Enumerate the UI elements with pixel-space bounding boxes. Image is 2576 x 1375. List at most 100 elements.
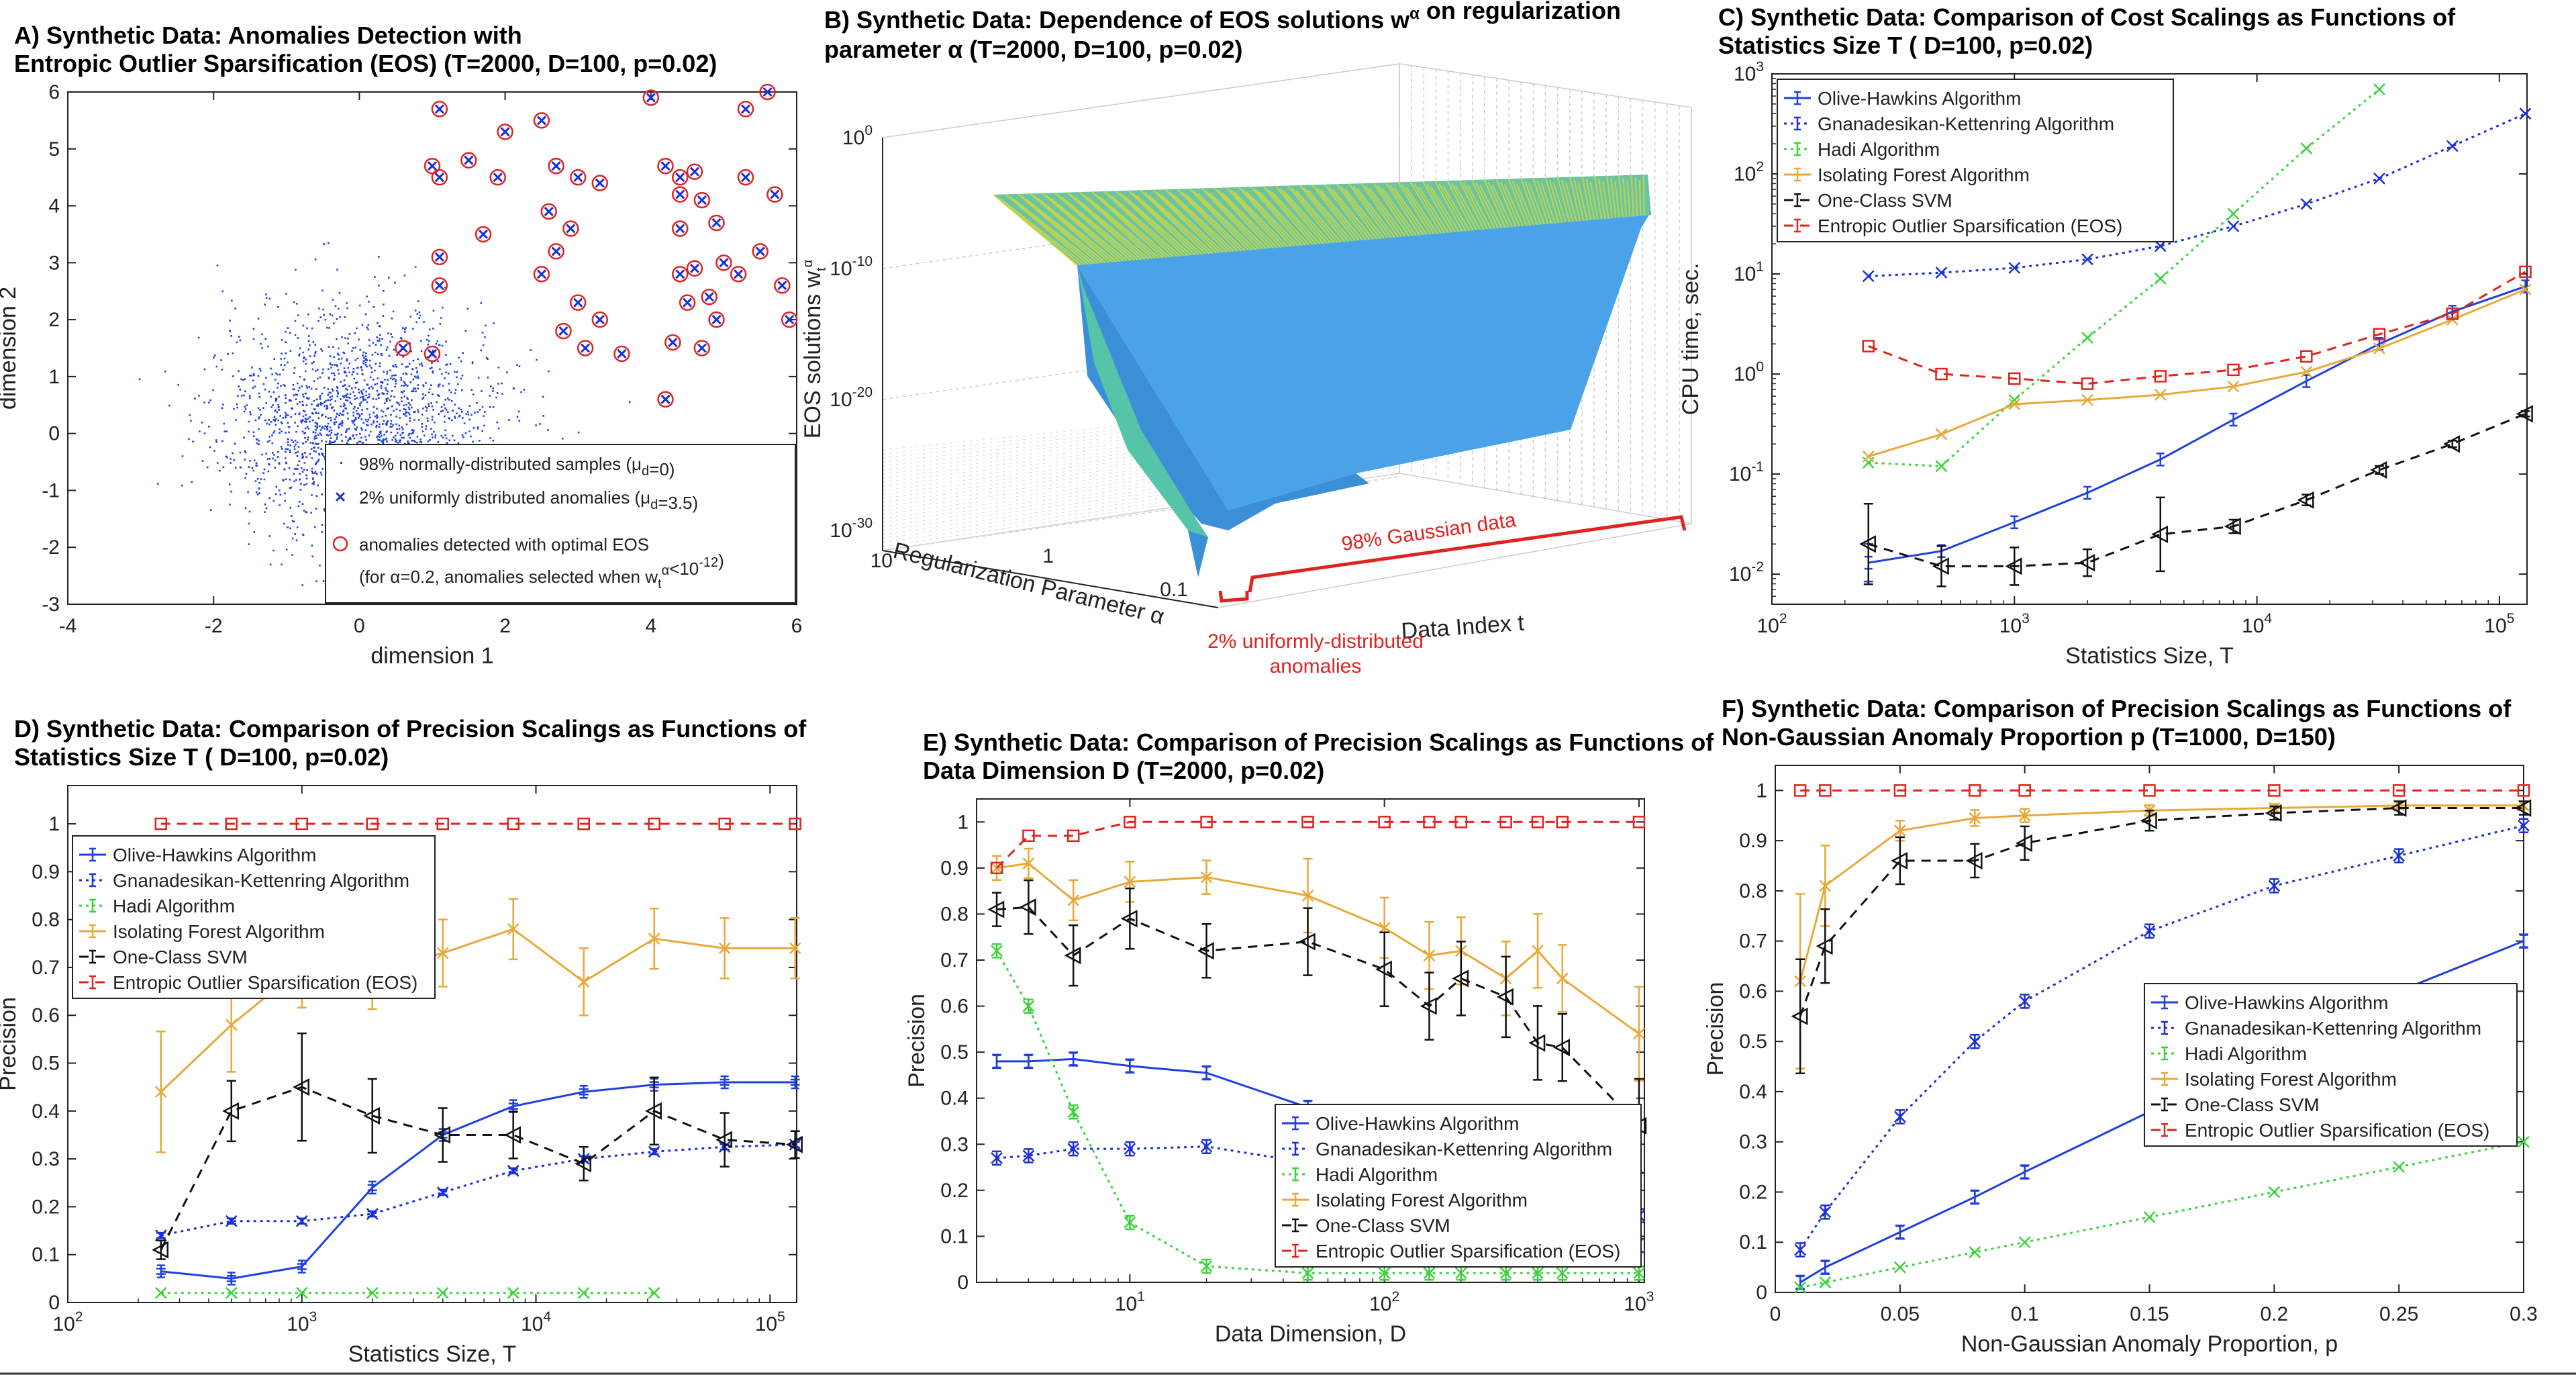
y-tick-label: 10-1 — [1729, 459, 1764, 485]
anomaly-point — [785, 315, 795, 325]
legend-marker — [1794, 167, 1801, 182]
y-tick-label: 100 — [1734, 359, 1764, 385]
data-point — [2393, 1161, 2406, 1173]
detected-anomaly-circle — [664, 334, 681, 351]
y-tick-label: 101 — [1734, 259, 1764, 285]
y-tick-label: 0 — [1756, 1282, 1767, 1304]
data-point — [648, 817, 660, 831]
detected-anomaly-circle — [701, 288, 717, 305]
y-tick-label: 0.4 — [1739, 1081, 1767, 1103]
data-point — [1862, 340, 1875, 352]
detected-anomaly-circle — [489, 169, 506, 186]
data-point — [1819, 1276, 1832, 1288]
legend-marker — [1794, 193, 1801, 207]
data-point — [1496, 988, 1514, 1006]
data-point — [1893, 1110, 1906, 1123]
data-point — [2018, 784, 2031, 797]
data-point — [366, 1286, 379, 1299]
data-point — [507, 923, 519, 935]
data-point — [2300, 198, 2313, 210]
series-hadi — [1794, 1135, 2530, 1294]
error-bar — [649, 1076, 659, 1146]
data-point — [2081, 332, 2093, 344]
y-tick-label: 103 — [1734, 59, 1764, 85]
y-tick-label: 0.5 — [32, 1053, 60, 1075]
error-bar — [367, 1078, 377, 1154]
y-tick-label: 0.8 — [1739, 880, 1767, 902]
y-tick-label: 0.7 — [1739, 931, 1767, 953]
data-point — [1499, 816, 1512, 828]
chart-title: D) Synthetic Data: Comparison of Precisi… — [14, 715, 807, 743]
data-point — [2143, 784, 2156, 797]
data-point — [1200, 1140, 1213, 1153]
data-point — [1420, 997, 1437, 1015]
error-bar — [579, 1145, 589, 1182]
data-point — [1816, 937, 1833, 955]
legend-entry: Hadi Algorithm — [1818, 139, 1940, 160]
data-point — [991, 1151, 1003, 1164]
data-point — [1124, 875, 1136, 888]
data-point — [225, 1018, 238, 1031]
anomaly-point — [544, 206, 554, 217]
error-bar — [1895, 836, 1905, 886]
y-tick-label: 0.9 — [1739, 830, 1767, 852]
data-point — [1893, 784, 1907, 797]
y-tick-label: 10 — [871, 550, 893, 572]
panel-C: C) Synthetic Data: Comparison of Cost Sc… — [1678, 3, 2533, 669]
data-point — [1067, 894, 1080, 906]
series-svm — [987, 879, 1647, 1174]
data-point — [990, 861, 1003, 875]
legend-entry: Isolating Forest Algorithm — [113, 921, 325, 942]
anomaly-points — [395, 83, 798, 408]
anomaly-point — [566, 224, 576, 234]
data-point — [1064, 947, 1081, 965]
data-point — [1633, 1027, 1645, 1040]
data-point — [1553, 1039, 1571, 1057]
legend-entry: 98% normally-distributed samples (μd=0) — [359, 454, 675, 479]
y-tick-label: -3 — [42, 594, 60, 616]
data-point — [1794, 1281, 1807, 1294]
series-eos — [154, 817, 801, 831]
anomaly-point — [704, 292, 714, 302]
data-point — [222, 1102, 240, 1120]
legend-entry: One-Class SVM — [1316, 1215, 1450, 1236]
data-point — [1067, 829, 1080, 843]
anomaly-point — [573, 297, 583, 307]
data-point — [2015, 834, 2032, 852]
error-bar — [1820, 908, 1830, 984]
error-bar — [297, 1032, 307, 1142]
anomaly-point — [595, 315, 605, 325]
data-point — [1935, 267, 1948, 279]
data-point — [648, 933, 660, 945]
legend-marker — [1794, 91, 1801, 105]
anomaly-point — [683, 297, 693, 307]
series-eos — [990, 816, 1646, 875]
series-line — [1868, 88, 2380, 467]
data-point — [987, 900, 1005, 918]
data-point — [1124, 1216, 1136, 1229]
data-point — [1454, 1267, 1467, 1280]
x-tick-label: 105 — [2484, 611, 2514, 637]
x-tick-label: 105 — [755, 1309, 785, 1335]
anomaly-point — [668, 337, 678, 348]
y-tick-label: 0.1 — [1160, 579, 1188, 601]
data-point — [2300, 142, 2313, 154]
series-ohk — [1863, 279, 2530, 583]
y-tick-label: 0.4 — [32, 1100, 60, 1123]
data-point — [156, 1264, 165, 1278]
detected-anomaly-circle — [548, 243, 564, 260]
annotation-anomalies-1: 2% uniformly-distributed — [1207, 630, 1424, 653]
data-point — [2018, 809, 2031, 822]
detected-anomaly-circle — [730, 266, 747, 283]
data-point — [366, 1208, 379, 1220]
x-tick-label: 0.1 — [2011, 1303, 2039, 1325]
chart-subtitle: Entropic Outlier Sparsification (EOS) (T… — [14, 50, 717, 77]
data-point — [1528, 1034, 1546, 1052]
data-point — [2229, 412, 2238, 427]
data-point — [993, 1054, 1001, 1069]
data-point — [154, 1229, 167, 1242]
detected-anomaly-circle — [737, 101, 754, 117]
data-point — [648, 1145, 660, 1158]
legend-marker — [2161, 1021, 2168, 1035]
data-point — [363, 1106, 380, 1125]
